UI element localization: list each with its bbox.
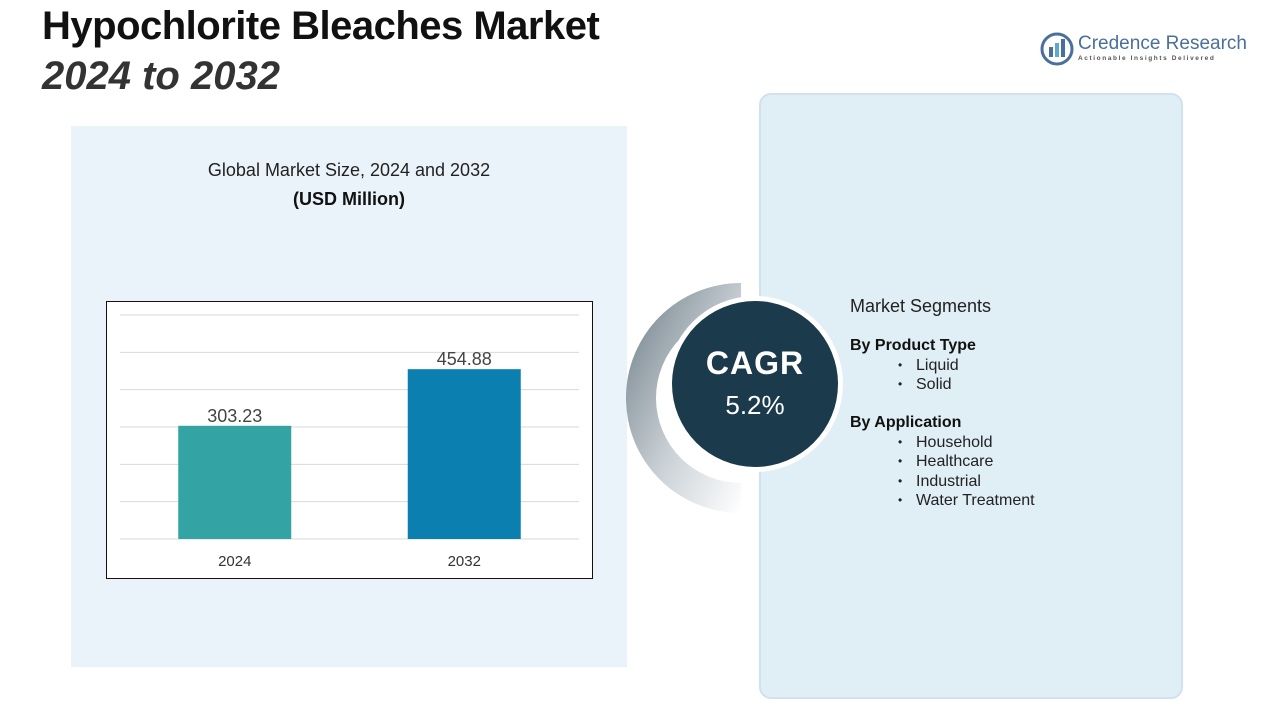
segment-item: Healthcare — [898, 452, 1035, 471]
x-tick-label-2024: 2024 — [218, 553, 251, 570]
chart-title: Global Market Size, 2024 and 2032 — [207, 160, 491, 180]
bar-chart-logo-icon — [1040, 32, 1074, 66]
segment-item: Solid — [898, 375, 959, 394]
market-size-panel: Global Market Size, 2024 and 2032 (USD M… — [71, 126, 627, 667]
x-tick-label-2032: 2032 — [448, 553, 481, 570]
segment-item: Industrial — [898, 472, 1035, 491]
page-title: Hypochlorite Bleaches Market — [42, 4, 600, 48]
segment-list-product-type: Liquid Solid — [898, 356, 959, 395]
data-label-2024: 303.23 — [207, 406, 262, 426]
segment-group-title-application: By Application — [850, 414, 962, 431]
page-subtitle-years: 2024 to 2032 — [42, 54, 280, 98]
bar-2024 — [178, 425, 292, 539]
segment-group-title-product-type: By Product Type — [850, 337, 976, 354]
bar-chart-svg: 303.23 2024 454.88 2032 — [120, 314, 579, 570]
segment-item: Household — [898, 433, 1035, 452]
bar-chart: 303.23 2024 454.88 2032 — [106, 301, 593, 579]
segment-item: Liquid — [898, 356, 959, 375]
cagr-decorative-ring — [626, 283, 741, 513]
cagr-label: CAGR — [705, 345, 805, 381]
cagr-badge — [672, 301, 838, 467]
segments-title: Market Segments — [850, 296, 992, 316]
bar-2032 — [407, 369, 521, 539]
logo-name: Credence Research — [1078, 33, 1247, 54]
segment-list-application: Household Healthcare Industrial Water Tr… — [898, 433, 1035, 510]
data-label-2032: 454.88 — [437, 349, 492, 369]
cagr-value: 5.2% — [725, 390, 785, 420]
chart-unit: (USD Million) — [293, 189, 405, 209]
credence-research-logo[interactable]: Credence Research Actionable Insights De… — [1040, 32, 1260, 68]
segment-item: Water Treatment — [898, 491, 1035, 510]
logo-tagline: Actionable Insights Delivered — [1078, 55, 1216, 62]
